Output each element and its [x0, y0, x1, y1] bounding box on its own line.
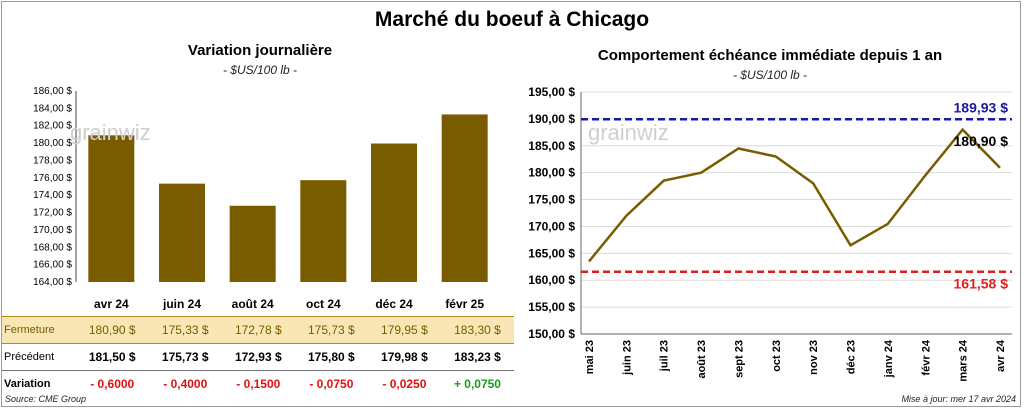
line-y-tick-label: 150,00 $	[528, 327, 575, 341]
table-cell: 172,78 $	[221, 316, 295, 344]
bar-x-tick-label: févr 25	[445, 297, 484, 310]
table-cell: - 0,0750	[294, 370, 368, 397]
row-label: Variation	[2, 370, 76, 397]
bar-y-tick-label: 164,00 $	[33, 277, 72, 288]
bar-y-tick-label: 180,00 $	[33, 138, 72, 149]
max-value-label: 189,93 $	[954, 99, 1009, 115]
bar-y-tick-label: 186,00 $	[33, 86, 72, 97]
table-cell: 183,30 $	[440, 316, 514, 344]
table-cell: 175,73 $	[161, 350, 209, 364]
line-x-tick-label: mai 23	[584, 340, 596, 374]
update-note: Mise à jour: mer 17 avr 2024	[901, 394, 1016, 404]
line-y-tick-label: 175,00 $	[528, 193, 575, 207]
bar-y-tick-label: 168,00 $	[33, 242, 72, 253]
bar-chart-title: Variation journalière	[187, 42, 333, 59]
line-y-tick-label: 165,00 $	[528, 246, 575, 260]
settlement-table: Fermeture 180,90 $ 175,33 $ 172,78 $ 175…	[2, 316, 514, 397]
bar	[159, 183, 205, 282]
bar-y-tick-label: 178,00 $	[33, 155, 72, 166]
watermark-right: grainwiz	[588, 120, 669, 145]
table-row-previous: Précédent 181,50 $ 175,73 $ 172,93 $ 175…	[2, 344, 514, 371]
bar	[300, 180, 347, 282]
line-x-tick-label: févr 24	[920, 339, 932, 375]
bar-y-tick-label: 176,00 $	[33, 173, 72, 184]
bar-chart: 164,00 $ 166,00 $ 168,00 $ 170,00 $ 172,00 $…	[33, 86, 488, 310]
bar-chart-unit: - $US/100 lb -	[222, 63, 298, 77]
line-x-tick-label: oct 23	[771, 340, 783, 372]
line-x-tick-label: janv 24	[883, 339, 895, 378]
bar	[441, 114, 488, 282]
bar-x-tick-label: oct 24	[306, 297, 341, 310]
table-cell: - 0,4000	[148, 370, 222, 397]
bar-y-tick-label: 174,00 $	[33, 190, 72, 201]
line-x-tick-label: avr 24	[995, 339, 1007, 372]
bar-y-tick-label: 172,00 $	[33, 208, 72, 219]
min-value-label: 161,58 $	[954, 276, 1009, 292]
line-y-tick-label: 170,00 $	[528, 219, 575, 233]
bar-x-tick-label: août 24	[232, 297, 274, 310]
table-cell: 175,80 $	[307, 350, 355, 364]
line-x-tick-label: août 23	[696, 340, 708, 379]
source-note: Source: CME Group	[5, 394, 87, 404]
bar-y-tick-label: 184,00 $	[33, 103, 72, 114]
main-title: Marché du boeuf à Chicago	[374, 8, 650, 31]
table-cell: 175,73 $	[294, 316, 368, 344]
table-cell: 183,23 $	[454, 350, 501, 364]
bar-x-tick-label: déc 24	[375, 297, 413, 310]
line-chart-unit: - $US/100 lb -	[732, 68, 808, 82]
table-cell: 175,33 $	[148, 316, 222, 344]
line-x-tick-label: juil 23	[659, 340, 671, 372]
line-chart-title: Comportement échéance immédiate depuis 1…	[597, 47, 943, 64]
line-x-tick-label: nov 23	[808, 340, 820, 375]
line-y-tick-label: 195,00 $	[528, 85, 575, 99]
table-cell: 179,98 $	[381, 350, 428, 364]
table-cell: - 0,1500	[221, 370, 295, 397]
price-series-line	[588, 127, 1001, 263]
table-cell: 179,95 $	[367, 316, 441, 344]
bar	[88, 135, 135, 282]
bar	[229, 205, 276, 282]
table-cell: 181,50 $	[88, 350, 136, 364]
bar-x-tick-label: avr 24	[94, 297, 129, 310]
table-cell: - 0,6000	[75, 370, 149, 397]
table-row-close: Fermeture 180,90 $ 175,33 $ 172,78 $ 175…	[2, 316, 514, 344]
line-y-tick-label: 160,00 $	[528, 273, 575, 287]
bar-y-tick-label: 182,00 $	[33, 121, 72, 132]
table-cell: 172,93 $	[234, 350, 282, 364]
row-label: Fermeture	[2, 316, 76, 344]
line-y-tick-label: 180,00 $	[528, 166, 575, 180]
bar-x-tick-label: juin 24	[162, 297, 201, 310]
table-cell: + 0,0750	[440, 370, 514, 397]
line-y-tick-label: 155,00 $	[528, 300, 575, 314]
line-y-tick-label: 190,00 $	[528, 112, 575, 126]
bar-y-tick-label: 170,00 $	[33, 225, 72, 236]
line-chart: 150,00 $ 155,00 $ 160,00 $ 165,00 $ 170,00 $…	[528, 85, 1012, 382]
table-row-variation: Variation - 0,6000 - 0,4000 - 0,1500 - 0…	[2, 370, 514, 397]
line-x-tick-label: déc 23	[846, 340, 858, 374]
line-y-tick-label: 185,00 $	[528, 139, 575, 153]
line-x-tick-label: sept 23	[733, 340, 745, 378]
table-cell: - 0,0250	[367, 370, 441, 397]
line-x-tick-label: mars 24	[958, 339, 970, 381]
line-x-tick-label: juin 23	[621, 340, 633, 376]
row-label: Précédent	[4, 351, 55, 363]
bar	[371, 143, 417, 282]
table-cell: 180,90 $	[75, 316, 149, 344]
last-value-label: 180,90 $	[954, 133, 1009, 149]
watermark: grainwiz	[70, 120, 151, 145]
bar-y-tick-label: 166,00 $	[33, 260, 72, 271]
